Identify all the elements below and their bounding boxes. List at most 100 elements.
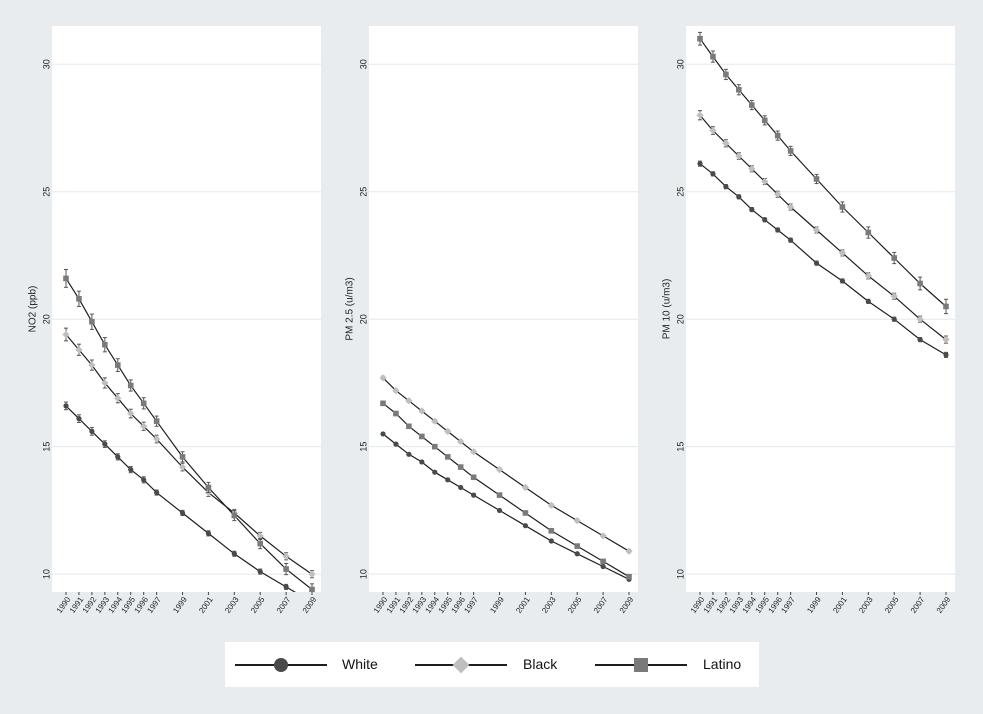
- y-tick-label: 10: [358, 569, 368, 579]
- data-point: [710, 171, 716, 177]
- data-point: [431, 443, 438, 450]
- data-point: [813, 260, 820, 266]
- x-tick-label: 2005: [249, 595, 267, 615]
- x-tick-label: 2009: [618, 595, 636, 615]
- x-tick-label: 1997: [462, 595, 480, 615]
- x-tick-label: 1997: [779, 595, 797, 615]
- data-point: [153, 418, 160, 424]
- data-point: [574, 543, 581, 549]
- series-line: [382, 433, 630, 580]
- data-point: [917, 336, 923, 343]
- series-latino: [697, 31, 949, 315]
- data-point: [496, 492, 503, 498]
- y-axis-label: NO2 (ppb): [28, 286, 39, 333]
- data-point: [457, 437, 465, 446]
- data-point: [735, 152, 743, 160]
- axes-overlay: 10 15 20 25 30 PM 2.5 (u/m3): [345, 59, 369, 579]
- data-point: [88, 361, 96, 369]
- data-point: [865, 298, 871, 304]
- legend-label-latino: Latino: [703, 656, 742, 672]
- data-point: [600, 563, 606, 570]
- data-point: [696, 111, 704, 119]
- data-point: [419, 459, 425, 465]
- data-point: [547, 501, 555, 509]
- series-line: [65, 334, 313, 575]
- legend-item-black: Black: [415, 642, 575, 687]
- series-black: [379, 374, 633, 555]
- data-point: [102, 441, 108, 447]
- data-point: [495, 466, 504, 474]
- y-tick-label: 20: [675, 314, 685, 324]
- data-point: [775, 227, 781, 233]
- square-marker-icon: [634, 658, 648, 672]
- y-tick-label: 10: [675, 569, 685, 579]
- data-point: [418, 407, 426, 415]
- data-point: [548, 528, 555, 534]
- data-point: [179, 454, 186, 460]
- data-point: [697, 35, 703, 42]
- data-point: [89, 428, 95, 434]
- data-point: [762, 217, 768, 223]
- data-point: [444, 454, 451, 460]
- data-point: [470, 448, 478, 456]
- data-point: [63, 403, 69, 409]
- series-latino: [63, 268, 315, 596]
- x-tick-label: 2007: [592, 595, 610, 615]
- data-point: [839, 204, 846, 210]
- data-point: [891, 255, 898, 261]
- gridlines: [686, 63, 955, 575]
- y-tick-label: 15: [675, 442, 685, 452]
- x-tick-label: 2005: [883, 595, 901, 615]
- x-tick-label: 2007: [275, 595, 293, 615]
- legend-label-black: Black: [523, 656, 558, 672]
- series-white: [63, 401, 315, 606]
- x-tick-label: 2009: [301, 595, 319, 615]
- data-point: [141, 477, 147, 483]
- data-point: [943, 352, 949, 358]
- data-point: [942, 335, 950, 344]
- data-point: [761, 117, 768, 124]
- data-point: [917, 280, 923, 287]
- y-tick-label: 20: [41, 314, 51, 324]
- x-tick-label: 1999: [171, 595, 189, 615]
- x-tick-label: 1999: [488, 595, 506, 615]
- data-point: [128, 467, 134, 473]
- x-tick-label: 1997: [145, 595, 163, 615]
- data-point: [127, 382, 134, 389]
- gridlines: [52, 63, 321, 575]
- data-point: [774, 132, 781, 139]
- data-point: [788, 237, 794, 243]
- x-tick-label: 2009: [935, 595, 953, 615]
- data-point: [774, 190, 782, 198]
- data-point: [471, 492, 477, 498]
- x-tick-label: 2007: [909, 595, 927, 615]
- x-tick-label: 2003: [223, 595, 241, 615]
- data-point: [405, 397, 413, 405]
- data-point: [75, 346, 83, 354]
- data-point: [813, 176, 820, 182]
- data-point: [736, 86, 742, 93]
- data-point: [723, 184, 729, 190]
- y-tick-label: 15: [358, 442, 368, 452]
- panel-no2: [52, 26, 321, 606]
- data-point: [445, 477, 451, 483]
- data-point: [749, 206, 755, 213]
- data-point: [697, 161, 703, 167]
- data-point: [231, 551, 237, 557]
- legend-label-white: White: [342, 656, 378, 672]
- data-point: [63, 275, 69, 282]
- y-tick-label: 15: [41, 442, 51, 452]
- chart-pm10: [686, 31, 955, 575]
- chart-pm25: [369, 63, 638, 582]
- data-point: [548, 538, 554, 544]
- x-tick-label: 1999: [805, 595, 823, 615]
- data-point: [419, 433, 425, 440]
- data-point: [839, 278, 846, 284]
- data-point: [891, 316, 897, 322]
- data-point: [102, 341, 108, 348]
- series-line: [65, 278, 313, 590]
- axes-overlay: 10 15 20 25 30 PM 10 (u/m3): [662, 59, 686, 579]
